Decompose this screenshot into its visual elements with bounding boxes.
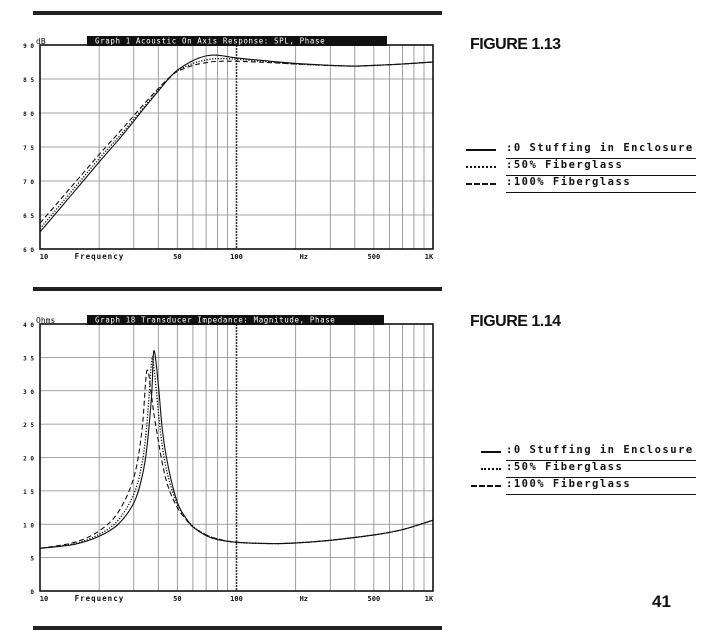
x-axis-title: Frequency: [75, 252, 125, 261]
graph-header-bar: [87, 315, 384, 325]
legend-entry: :100% Fiberglass: [466, 176, 701, 193]
legend-entry: :0 Stuffing in Enclosure: [466, 142, 701, 159]
dotted-line-swatch: [466, 166, 496, 168]
y-tick-label: 3 5: [23, 355, 34, 362]
legend-entry: :0 Stuffing in Enclosure: [466, 444, 701, 461]
x-tick-label: 10: [40, 253, 48, 261]
spl-chart: 9 0 8 5 8 0 7 5 7 0 6 5 6 0 Graph 1 Acoustic On…: [23, 36, 434, 261]
dotted-line-swatch: [481, 468, 501, 470]
solid-line-swatch: [481, 451, 501, 453]
y-tick-label: 8 5: [23, 77, 34, 84]
legend: :0 Stuffing in Enclosure :50% Fiberglass…: [466, 142, 701, 193]
y-tick-label: 4 0: [23, 322, 34, 329]
series-line-dashed: [39, 369, 434, 549]
y-tick-label: 7 0: [23, 179, 34, 186]
series-line-dotted: [39, 355, 434, 549]
top-rule: [33, 11, 442, 15]
y-tick-label: 7 5: [23, 145, 34, 152]
x-tick-label: 50: [173, 253, 181, 261]
legend-label: :100% Fiberglass: [506, 176, 632, 188]
legend-label: :0 Stuffing in Enclosure: [506, 444, 694, 456]
x-tick-label: 100: [230, 595, 243, 603]
graph-figure-1-13: 9 0 8 5 8 0 7 5 7 0 6 5 6 0 Graph 1 Acoustic On…: [0, 33, 445, 273]
legend-underline: [506, 158, 696, 159]
graph-header-text: Graph 1 Acoustic On Axis Response: SPL, …: [95, 37, 325, 46]
legend: :0 Stuffing in Enclosure :50% Fiberglass…: [466, 444, 701, 495]
legend-label: :0 Stuffing in Enclosure: [506, 142, 694, 154]
legend-label: :100% Fiberglass: [506, 478, 632, 490]
y-tick-label: 8 0: [23, 111, 34, 118]
figure-label: FIGURE 1.13: [470, 36, 561, 53]
legend-underline: [506, 192, 696, 193]
x-tick-label: 1K: [425, 595, 434, 603]
y-tick-label: 6 0: [23, 247, 34, 254]
x-axis-title: Frequency: [75, 594, 125, 603]
unit-label: dB: [36, 37, 46, 46]
x-tick-label: 50: [173, 595, 181, 603]
legend-entry: :100% Fiberglass: [466, 478, 701, 495]
legend-label: :50% Fiberglass: [506, 461, 624, 473]
bottom-rule: [33, 626, 442, 630]
unit-label: Ohms: [36, 316, 55, 325]
y-tick-label: 1 5: [23, 489, 34, 496]
series-line-solid: [39, 350, 434, 549]
legend-underline: [506, 175, 696, 176]
dashed-line-swatch: [471, 485, 501, 487]
x-tick-label: 500: [368, 595, 381, 603]
y-tick-label: 0: [30, 589, 34, 596]
page-number: 41: [652, 592, 671, 611]
x-axis-unit: Hz: [300, 253, 308, 261]
graph-header-bar: [87, 36, 387, 46]
y-tick-label: 1 0: [23, 522, 34, 529]
y-tick-label: 5: [30, 556, 34, 563]
x-tick-label: 100: [230, 253, 243, 261]
figure-label: FIGURE 1.14: [470, 313, 561, 330]
solid-line-swatch: [466, 149, 496, 151]
legend-label: :50% Fiberglass: [506, 159, 624, 171]
y-tick-label: 6 5: [23, 213, 34, 220]
x-axis-unit: Hz: [300, 595, 308, 603]
y-tick-label: 2 5: [23, 422, 34, 429]
y-tick-label: 3 0: [23, 389, 34, 396]
legend-entry: :50% Fiberglass: [466, 159, 701, 176]
legend-underline: [506, 494, 696, 495]
graph-header-text: Graph 18 Transducer Impedance: Magnitude…: [95, 316, 335, 325]
series-line-dotted: [39, 57, 434, 230]
legend-underline: [506, 460, 696, 461]
dashed-line-swatch: [466, 183, 496, 185]
y-tick-label: 2 0: [23, 456, 34, 463]
legend-underline: [506, 477, 696, 478]
x-tick-label: 10: [40, 595, 48, 603]
x-tick-label: 500: [368, 253, 381, 261]
legend-entry: :50% Fiberglass: [466, 461, 701, 478]
y-tick-label: 9 0: [23, 43, 34, 50]
middle-rule: [33, 287, 442, 291]
x-tick-label: 1K: [425, 253, 434, 261]
series-line-dashed: [39, 60, 434, 224]
